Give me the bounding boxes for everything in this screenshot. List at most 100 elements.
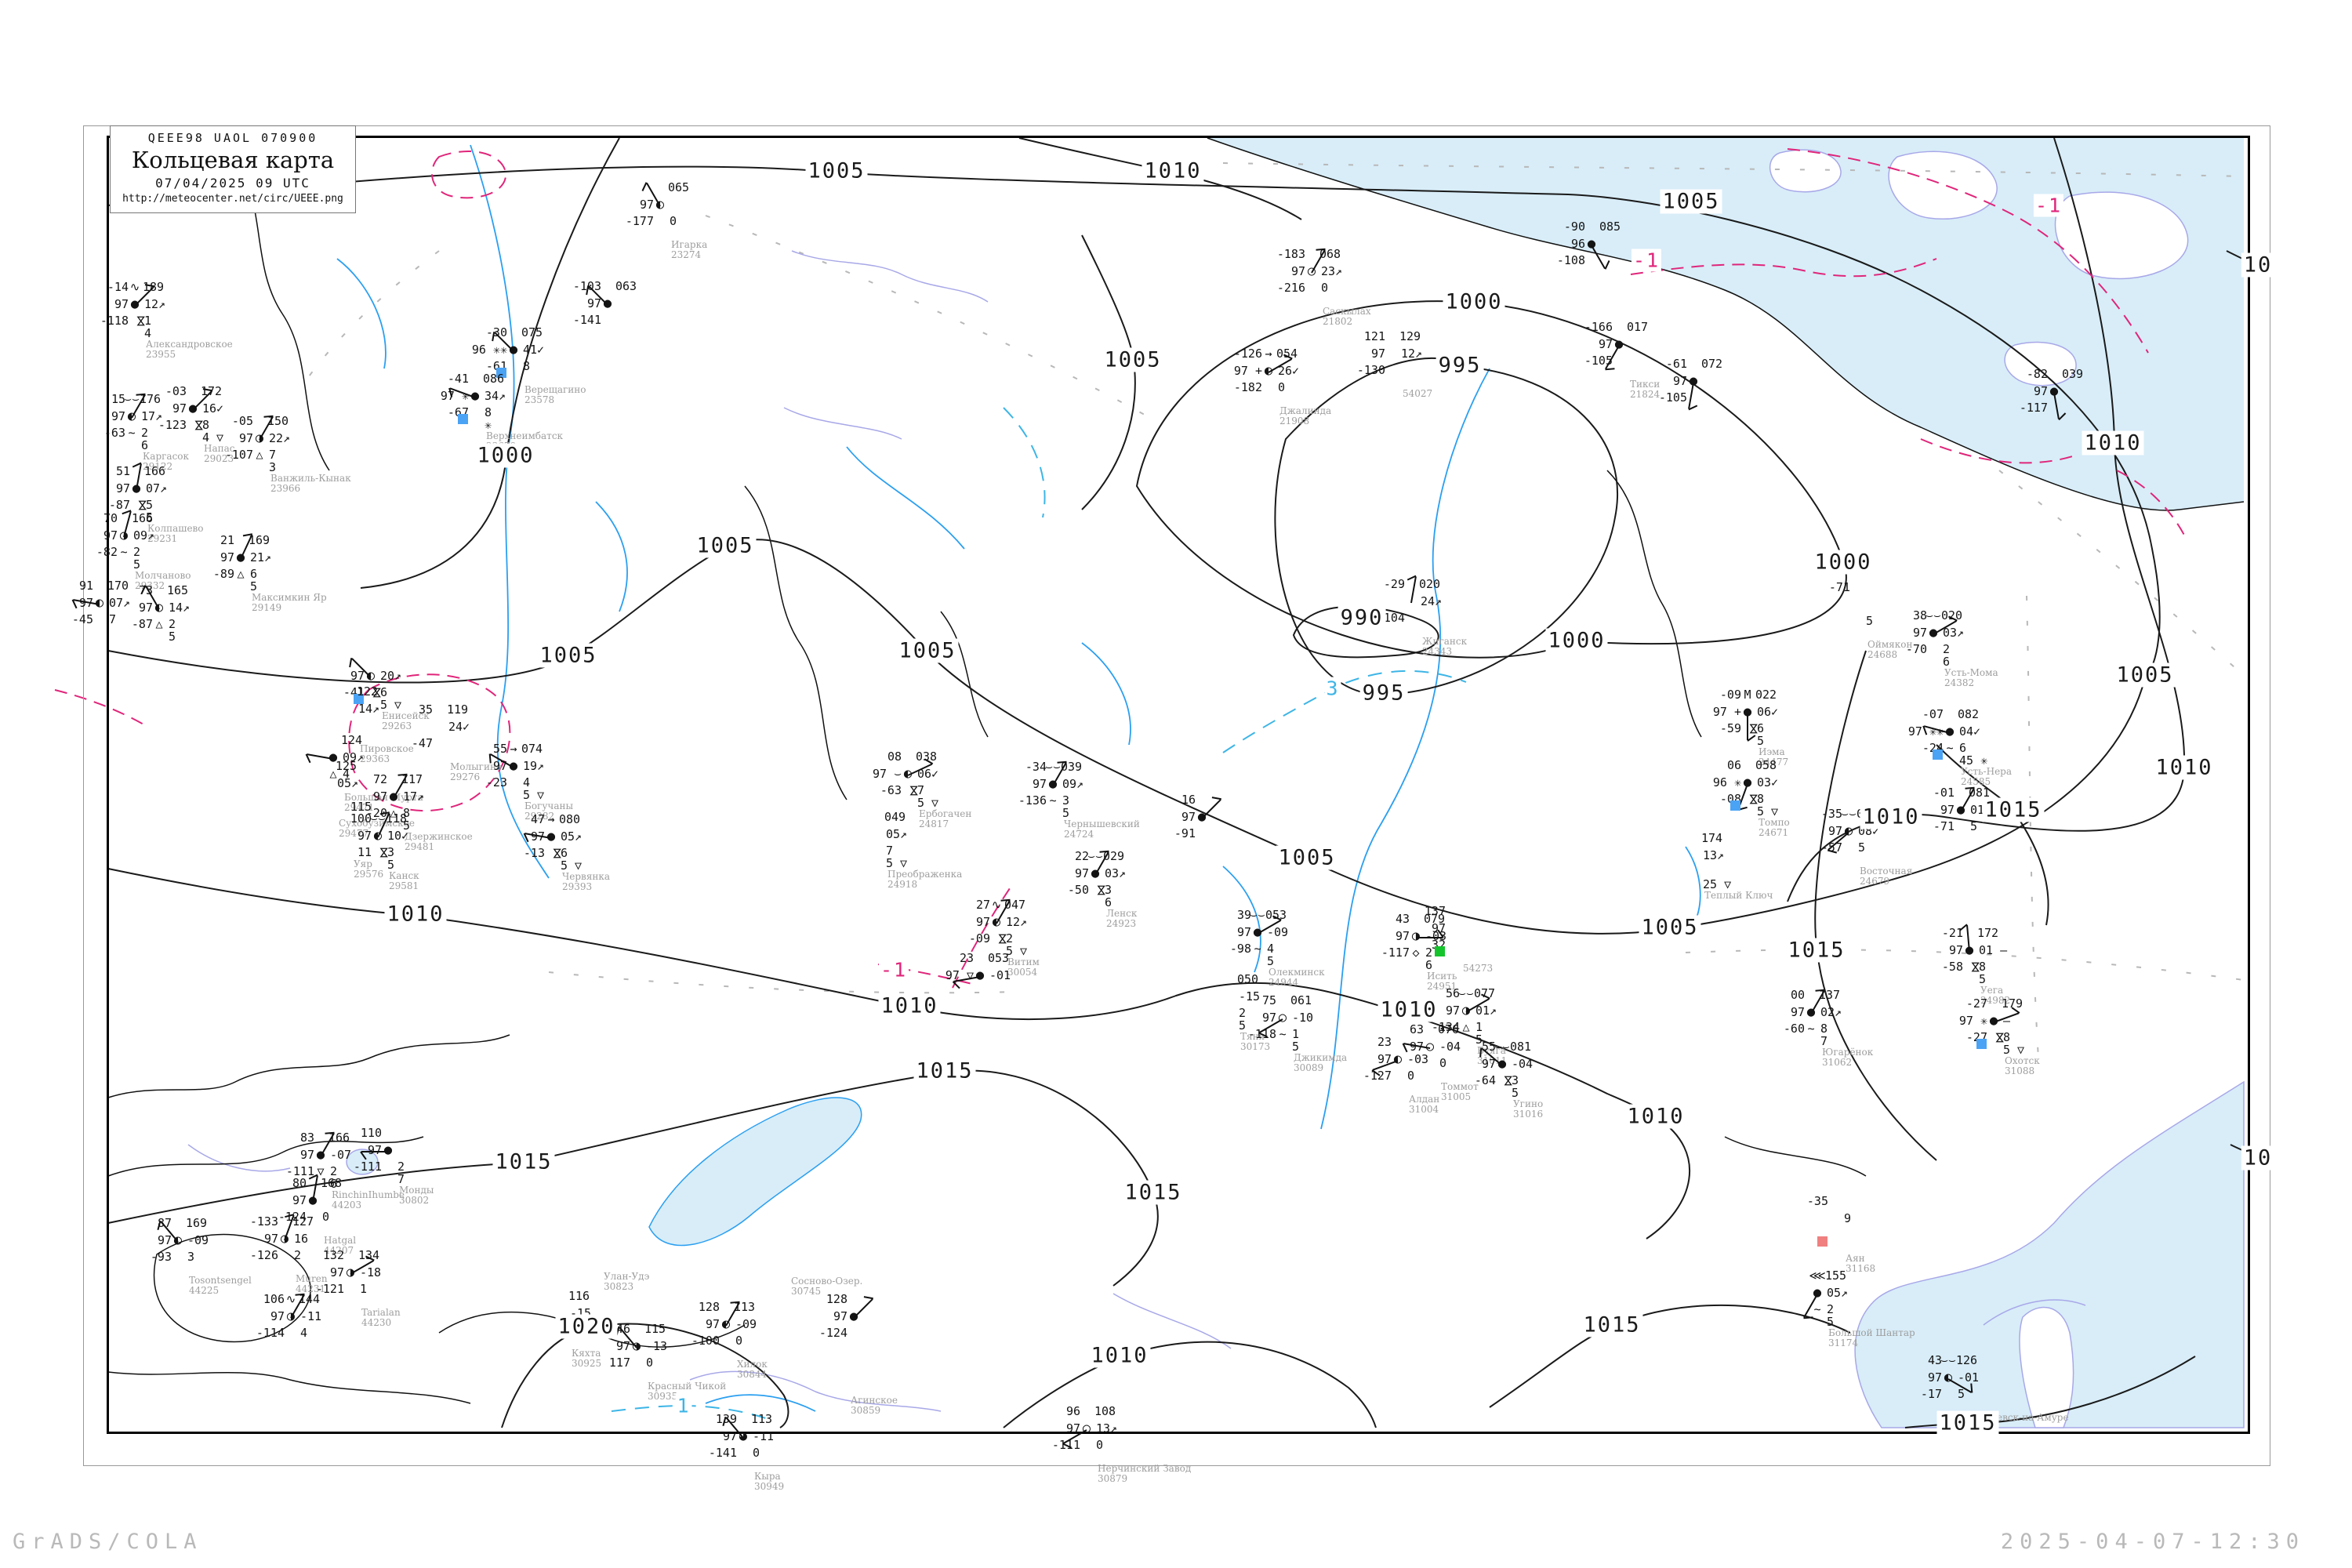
station-name: Исить 24951 xyxy=(1427,971,1457,992)
isobar-label: 1005 xyxy=(1639,915,1701,940)
wind-barb xyxy=(1416,937,1443,938)
isobar-label: 1015 xyxy=(1982,797,2045,822)
isobar-label: 10 xyxy=(2241,1145,2275,1171)
grads-credit: GrADS/COLA xyxy=(13,1530,203,1554)
lake-hovsgol xyxy=(346,1149,379,1175)
rivers xyxy=(336,144,1701,1412)
station-name: Колпашево 29231 xyxy=(147,523,204,544)
station-name: Дзержинское 29481 xyxy=(405,831,473,852)
tendency-label: -1 xyxy=(1631,249,1662,272)
isobar-label: 1010 xyxy=(1088,1343,1151,1368)
isobar-label: 1015 xyxy=(1581,1312,1643,1338)
isobar-label: 1005 xyxy=(805,158,868,183)
station-name: Ербогачен 24817 xyxy=(919,808,972,829)
station-name: Томмот 31005 xyxy=(1441,1081,1479,1102)
isobar-label: 1010 xyxy=(2082,430,2144,456)
isobar-label: 1015 xyxy=(492,1149,555,1174)
station-name: Канск 29581 xyxy=(389,870,419,891)
map-title: Кольцевая карта xyxy=(131,147,335,173)
island xyxy=(1769,149,1842,193)
precip-marker xyxy=(458,414,468,424)
station-name: Максимкин Яр 29149 xyxy=(252,592,327,613)
wind-barb xyxy=(361,1151,388,1152)
isobar-label: 1000 xyxy=(474,443,537,468)
precip-marker xyxy=(1435,946,1445,956)
station-name: 54273 xyxy=(1463,963,1494,974)
precip-marker xyxy=(354,694,364,704)
station-name: Пировское 29363 xyxy=(360,743,414,764)
station-name: Червянка 29393 xyxy=(562,871,611,892)
station-name: Tosontsengel 44225 xyxy=(189,1275,252,1296)
station-name: Кыра 30949 xyxy=(754,1471,785,1492)
station-name: Чернышевский 24724 xyxy=(1064,818,1140,840)
okhotsk-sea xyxy=(1854,1080,2245,1428)
isobar-label: 1010 xyxy=(384,902,447,927)
station-name: Большой Шантар 31174 xyxy=(1828,1327,1915,1348)
map-inner-frame xyxy=(107,136,2250,1434)
isobar-label: 1020 xyxy=(555,1314,618,1339)
isobar-label: 1000 xyxy=(1812,550,1875,575)
station-name: Хилок 30844 xyxy=(737,1359,768,1380)
precip-marker xyxy=(1730,800,1740,811)
tendency-label: 1 xyxy=(675,1394,692,1417)
wind-barb xyxy=(1747,713,1748,740)
arctic-sea xyxy=(1207,137,2245,511)
station-name: Усть-Мома 24382 xyxy=(1944,667,1998,688)
title-box: QEEE98 UAOL 070900 Кольцевая карта 07/04… xyxy=(110,125,356,213)
station-name: Сосново-Озер. 30745 xyxy=(791,1276,863,1297)
graticule xyxy=(297,162,2245,1059)
isobar-label: 1010 xyxy=(878,993,941,1018)
isobar-label: 10 xyxy=(2241,252,2275,278)
wind-barb xyxy=(1591,245,1606,269)
station-name: Джалинда 21908 xyxy=(1279,405,1332,426)
station-name: Агинское 30859 xyxy=(851,1395,898,1416)
isobar-label: 1015 xyxy=(1936,1410,1999,1436)
station-name: Витим 30054 xyxy=(1007,956,1040,978)
isobar-label: 1010 xyxy=(1142,158,1204,183)
island xyxy=(2004,341,2077,387)
station-name: Александровское 23955 xyxy=(146,339,233,360)
station-name: Угино 31016 xyxy=(1513,1098,1544,1120)
isobar-label: 990 xyxy=(1338,605,1386,630)
station-name: Красный Чикой 30935 xyxy=(648,1381,727,1402)
station-name: Тикси 21824 xyxy=(1630,379,1661,400)
map-datetime: 07/04/2025 09 UTC xyxy=(155,176,310,191)
station-name: Уега 24982 xyxy=(1980,985,2011,1006)
island xyxy=(2054,191,2189,280)
station-name: RinchinIhumbe 44203 xyxy=(332,1189,405,1210)
tendency-label: -1 xyxy=(878,958,909,982)
station-name: Охотск 31088 xyxy=(2005,1055,2040,1076)
station-name: Улан-Удэ 30823 xyxy=(604,1271,650,1292)
station-name: Восточная 24679 xyxy=(1860,866,1913,887)
tendency-label: 3 xyxy=(1324,677,1341,700)
wind-barb xyxy=(1410,576,1417,604)
map-outer-frame xyxy=(83,125,2270,1466)
station-name: Оймякон 24688 xyxy=(1867,639,1913,660)
isobar-label: 1015 xyxy=(1122,1180,1185,1205)
station-name: Верещагино 23578 xyxy=(524,384,586,405)
isobar-label: 1005 xyxy=(1102,347,1164,372)
tendency-label: -1 xyxy=(2033,194,2064,217)
station-name: Иэма 24477 xyxy=(1759,746,1789,768)
station-name: Muren 44231 xyxy=(296,1273,328,1294)
precip-marker xyxy=(1976,1039,1987,1049)
isobar-label: 1005 xyxy=(896,638,959,663)
precip-marker xyxy=(496,368,506,378)
station-name: Енисейск 29263 xyxy=(382,710,430,731)
station-name: Югарёнок 31062 xyxy=(1822,1047,1874,1068)
station-name: 54027 xyxy=(1403,388,1433,399)
isobar-label: 1005 xyxy=(2114,662,2176,688)
station-name: Игарка 23274 xyxy=(671,239,708,260)
isobar-label: 995 xyxy=(1359,681,1408,706)
station-name: Теплый Ключ xyxy=(1704,890,1773,901)
station-name: Напас 29023 xyxy=(204,443,235,464)
isobar-label: 1000 xyxy=(1443,289,1505,314)
station-name: Монды 30802 xyxy=(399,1185,434,1206)
station-name: Богучаны 29282 xyxy=(524,800,574,822)
precip-marker xyxy=(1933,750,1943,760)
station-name: Томпо 24671 xyxy=(1759,817,1790,838)
lake-baikal xyxy=(648,1097,862,1247)
station-name: Большая Мурта 29471 xyxy=(344,792,423,813)
station-name: Саскылах 21802 xyxy=(1323,306,1371,327)
